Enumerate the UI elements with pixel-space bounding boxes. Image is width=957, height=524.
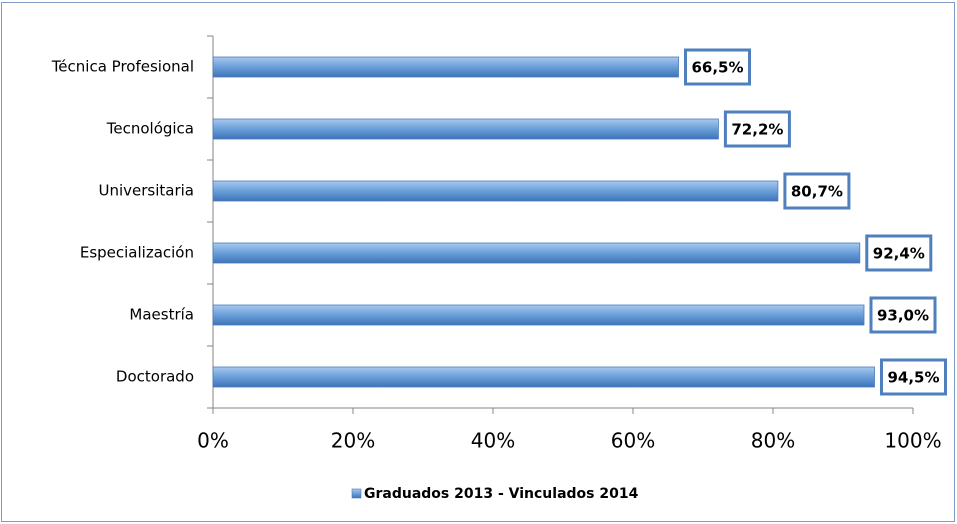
x-tick-label: 60% xyxy=(611,429,655,453)
value-label: 66,5% xyxy=(691,59,743,77)
y-tick-label: Doctorado xyxy=(116,368,194,386)
value-label: 93,0% xyxy=(877,307,929,325)
bar xyxy=(212,242,861,264)
legend-label: Graduados 2013 - Vinculados 2014 xyxy=(364,486,639,502)
y-tick-label: Tecnológica xyxy=(106,120,194,138)
bar xyxy=(212,366,875,388)
x-tick-label: 80% xyxy=(751,429,795,453)
value-label-box xyxy=(684,48,751,86)
value-label-box xyxy=(880,358,947,396)
value-label: 92,4% xyxy=(873,245,925,263)
value-label: 72,2% xyxy=(731,121,783,139)
y-tick-label: Técnica Profesional xyxy=(51,58,194,76)
y-tick-label: Maestría xyxy=(129,306,194,324)
value-label-box xyxy=(869,296,937,334)
value-label: 80,7% xyxy=(791,183,843,201)
bar xyxy=(212,180,779,202)
x-tick-label: 100% xyxy=(884,429,941,453)
value-label-box xyxy=(783,172,851,210)
y-tick-label: Especialización xyxy=(80,244,194,262)
legend-marker xyxy=(351,488,362,499)
x-tick-label: 0% xyxy=(197,429,229,453)
x-tick-label: 40% xyxy=(471,429,515,453)
value-label: 94,5% xyxy=(887,369,939,387)
bar xyxy=(212,118,719,140)
value-label-box xyxy=(865,234,933,272)
x-tick-label: 20% xyxy=(331,429,375,453)
bar xyxy=(212,304,865,326)
y-tick-label: Universitaria xyxy=(98,182,194,200)
value-label-box xyxy=(723,110,791,148)
bar xyxy=(212,56,679,78)
